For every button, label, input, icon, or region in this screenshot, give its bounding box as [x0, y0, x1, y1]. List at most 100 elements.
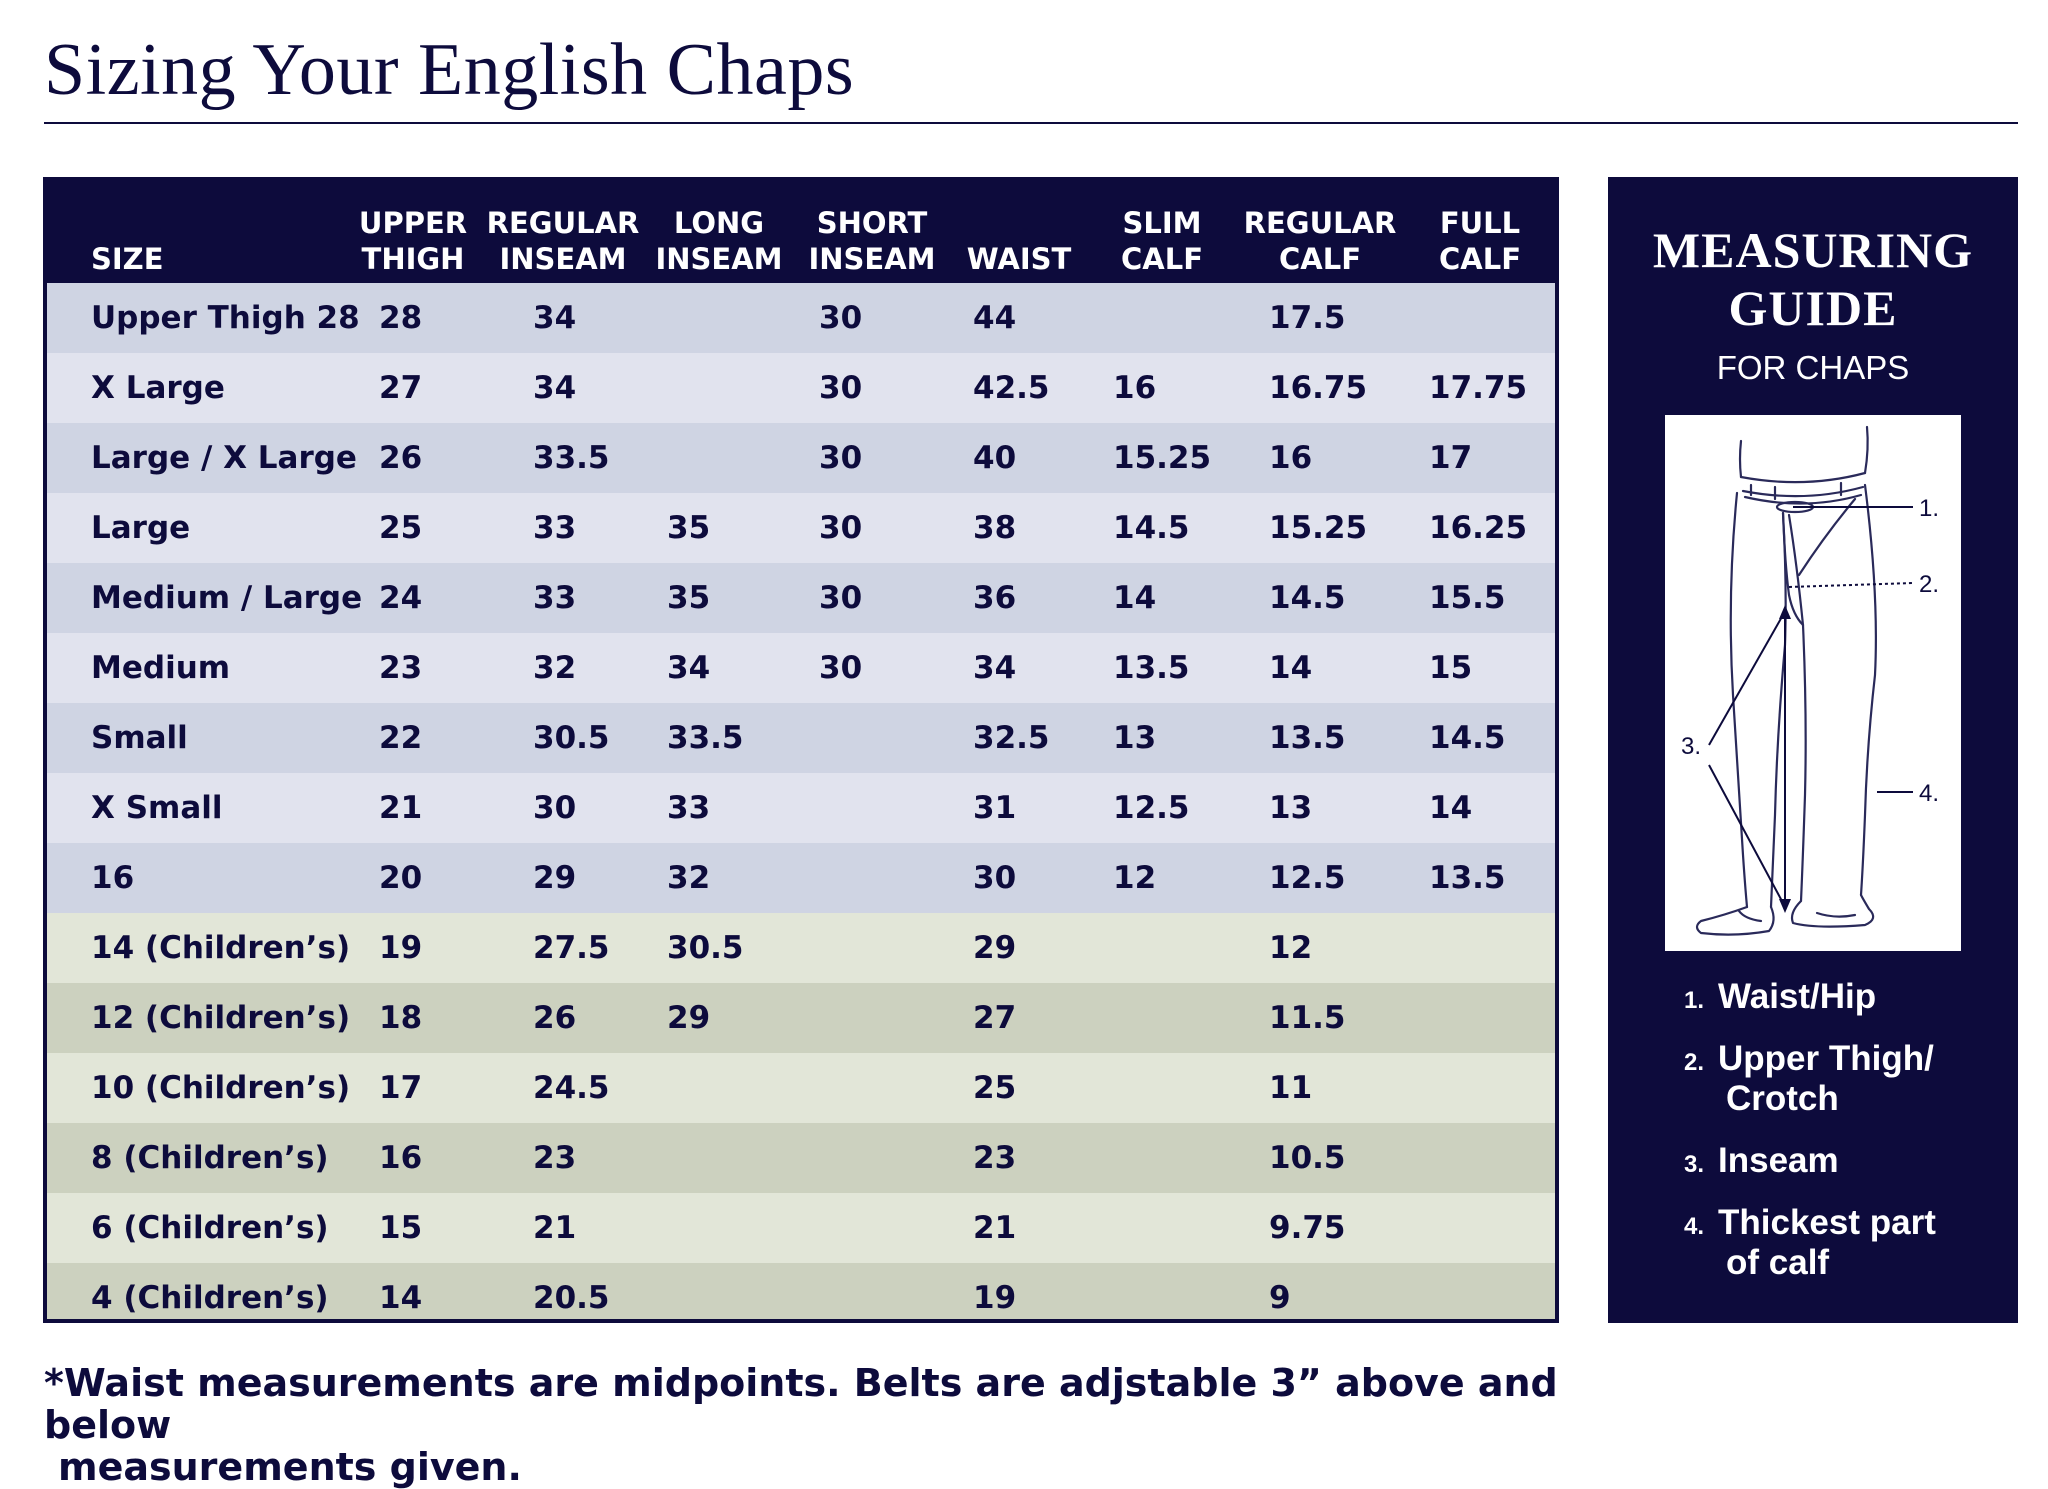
- value-cell: 27: [949, 983, 1089, 1053]
- column-header-line-1: SHORT: [816, 206, 928, 240]
- value-cell: 14.5: [1089, 493, 1235, 563]
- column-header: UPPER THIGH: [343, 181, 483, 283]
- value-cell: 40: [949, 423, 1089, 493]
- value-cell: 19: [343, 913, 483, 983]
- value-cell: 36: [949, 563, 1089, 633]
- value-cell: 19: [949, 1263, 1089, 1319]
- value-cell: [643, 423, 795, 493]
- value-cell: 25: [949, 1053, 1089, 1123]
- value-cell: [1089, 913, 1235, 983]
- value-cell: [795, 983, 949, 1053]
- size-cell: Small: [47, 703, 343, 773]
- size-chart: SIZE UPPER THIGH REGULAR INSEAM LONG INSEAM SHO…: [43, 177, 1559, 1323]
- value-cell: 13: [1235, 773, 1405, 843]
- value-cell: 23: [343, 633, 483, 703]
- guide-item-waist-hip: 1. Waist/Hip: [1684, 977, 2004, 1017]
- size-cell: 8 (Children’s): [47, 1123, 343, 1193]
- size-cell: X Small: [47, 773, 343, 843]
- value-cell: 30: [795, 493, 949, 563]
- guide-item-label: Waist/Hip: [1718, 977, 1877, 1016]
- value-cell: [795, 773, 949, 843]
- value-cell: [1405, 1123, 1555, 1193]
- footnote: *Waist measurements are midpoints. Belts…: [44, 1362, 1644, 1488]
- value-cell: [1405, 1263, 1555, 1319]
- guide-list: 1. Waist/Hip 2. Upper Thigh/ Crotch 3. I…: [1684, 977, 2004, 1305]
- size-cell: Medium / Large: [47, 563, 362, 633]
- value-cell: 15: [343, 1193, 483, 1263]
- value-cell: 26: [343, 423, 483, 493]
- value-cell: 30: [949, 843, 1089, 913]
- column-header: REGULAR INSEAM: [483, 181, 643, 283]
- size-cell: Upper Thigh 28: [47, 283, 360, 353]
- guide-item-label: Inseam: [1718, 1141, 1839, 1180]
- value-cell: 30: [483, 773, 643, 843]
- column-header-line-2: CALF: [1438, 242, 1521, 276]
- size-cell: X Large: [47, 353, 343, 423]
- value-cell: [643, 1193, 795, 1263]
- column-header: SLIM CALF: [1089, 181, 1235, 283]
- guide-item-label: Upper Thigh/: [1718, 1039, 1934, 1078]
- value-cell: 11.5: [1235, 983, 1405, 1053]
- value-cell: 12: [1089, 843, 1235, 913]
- guide-item-number: 4.: [1684, 1213, 1705, 1240]
- table-row: X Small 21 30 33 31 12.5 13 14: [47, 773, 1555, 843]
- value-cell: [1405, 1053, 1555, 1123]
- diagram-label-4: 4.: [1919, 780, 1939, 807]
- size-cell: 6 (Children’s): [47, 1193, 343, 1263]
- column-header: LONG INSEAM: [643, 181, 795, 283]
- column-header-line-1: FULL: [1439, 206, 1521, 240]
- value-cell: [795, 1193, 949, 1263]
- size-table: SIZE UPPER THIGH REGULAR INSEAM LONG INSEAM SHO…: [47, 181, 1555, 1319]
- table-row: 16 20 29 32 30 12 12.5 13.5: [47, 843, 1555, 913]
- value-cell: 12.5: [1089, 773, 1235, 843]
- value-cell: [1405, 1193, 1555, 1263]
- table-header-row: SIZE UPPER THIGH REGULAR INSEAM LONG INSEAM SHO…: [47, 181, 1555, 283]
- column-header: SHORT INSEAM: [795, 181, 949, 283]
- size-cell: 16: [47, 843, 343, 913]
- column-header-line-2: CALF: [1278, 242, 1361, 276]
- value-cell: 35: [643, 563, 795, 633]
- value-cell: 17.75: [1405, 353, 1555, 423]
- value-cell: 32: [483, 633, 643, 703]
- value-cell: 30: [795, 563, 949, 633]
- value-cell: 26: [483, 983, 643, 1053]
- value-cell: 38: [949, 493, 1089, 563]
- value-cell: 34: [643, 633, 795, 703]
- value-cell: 9.75: [1235, 1193, 1405, 1263]
- value-cell: 11: [1235, 1053, 1405, 1123]
- value-cell: [1089, 283, 1235, 353]
- guide-item-upper-thigh: 2. Upper Thigh/ Crotch: [1684, 1039, 2004, 1119]
- value-cell: [1405, 983, 1555, 1053]
- value-cell: 30: [795, 633, 949, 703]
- column-header-line-2: SIZE: [91, 242, 164, 276]
- value-cell: 28: [343, 283, 483, 353]
- footnote-line-1: *Waist measurements are midpoints. Belts…: [44, 1361, 1558, 1447]
- value-cell: 9: [1235, 1263, 1405, 1319]
- value-cell: 20: [343, 843, 483, 913]
- value-cell: 20.5: [483, 1263, 643, 1319]
- column-header-line-1: LONG: [673, 206, 765, 240]
- value-cell: 13.5: [1089, 633, 1235, 703]
- table-row: 10 (Children’s) 17 24.5 25 11: [47, 1053, 1555, 1123]
- value-cell: 16: [1089, 353, 1235, 423]
- value-cell: 21: [483, 1193, 643, 1263]
- column-header-line-2: CALF: [1120, 242, 1203, 276]
- value-cell: 27: [343, 353, 483, 423]
- value-cell: [795, 1053, 949, 1123]
- size-cell: 12 (Children’s): [47, 983, 350, 1053]
- column-header: REGULAR CALF: [1235, 181, 1405, 283]
- table-row: 14 (Children’s) 19 27.5 30.5 29 12: [47, 913, 1555, 983]
- value-cell: 13.5: [1405, 843, 1555, 913]
- guide-item-number: 1.: [1684, 987, 1705, 1014]
- column-header-line-1: REGULAR: [486, 206, 640, 240]
- size-cell: 10 (Children’s): [47, 1053, 350, 1123]
- guide-title-line-1: MEASURING: [1652, 222, 1974, 278]
- table-row: Large / X Large 26 33.5 30 40 15.25 16 17: [47, 423, 1555, 493]
- guide-item-calf: 4. Thickest part of calf: [1684, 1203, 2004, 1283]
- guide-title: MEASURING GUIDE: [1608, 221, 2018, 337]
- value-cell: 17: [343, 1053, 483, 1123]
- guide-item-label: Thickest part: [1718, 1203, 1936, 1242]
- value-cell: 31: [949, 773, 1089, 843]
- legs-illustration: 1. 2. 3. 4.: [1681, 425, 1939, 936]
- value-cell: 17: [1405, 423, 1555, 493]
